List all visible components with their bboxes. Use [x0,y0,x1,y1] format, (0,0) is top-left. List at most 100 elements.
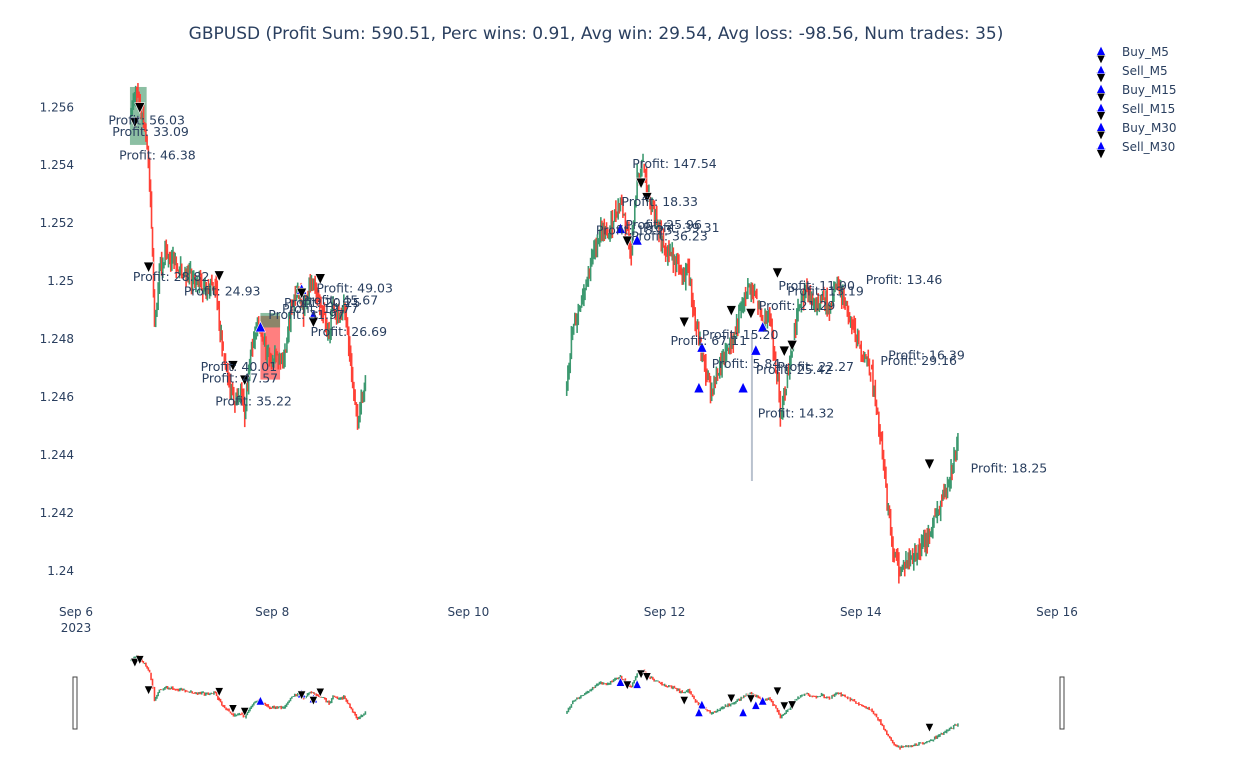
range-slider[interactable] [72,654,1065,750]
mini-sell-marker-11 [622,680,633,691]
profit-annotation-23: Profit: 14.32 [758,405,835,420]
buy-marker-6 [757,320,769,333]
range-slider-right-handle[interactable] [1059,676,1065,730]
legend-icon-5 [1095,148,1107,160]
mini-sell-marker-12 [679,696,689,706]
buy-marker-1 [631,233,643,246]
mini-buy-marker-3 [694,707,704,717]
legend-label-2: Buy_M15 [1122,83,1177,97]
legend-label-3: Sell_M15 [1122,102,1175,116]
legend-label-0: Buy_M5 [1122,45,1169,59]
sell-marker-9 [635,177,647,190]
profit-annotation-0: Profit: 56.03 [108,113,185,128]
sell-marker-13 [725,305,737,317]
sell-marker-18 [923,458,936,471]
profit-annotation-11: Profit: 45.67 [302,292,379,307]
buy-marker-4 [737,381,749,394]
profit-annotation-12: Profit: 49.03 [316,281,393,296]
trade-region-3 [750,333,753,482]
chart-title: GBPUSD (Profit Sum: 590.51, Perc wins: 0… [189,24,1004,44]
trade-region-2 [260,312,281,328]
legend-label-5: Sell_M30 [1122,140,1175,154]
legend-icon-1 [1095,72,1107,84]
y-tick-label-2: 1.244 [40,448,74,462]
profit-annotation-19: Profit: 36.23 [631,229,708,244]
y-tick-label-8: 1.256 [40,100,74,114]
profit-annotation-1: Profit: 33.09 [112,124,189,139]
legend-label-4: Buy_M30 [1122,121,1177,135]
x-tick-label-2: Sep 10 [448,605,490,619]
legend-label-1: Sell_M5 [1122,64,1168,78]
profit-annotation-21: Profit: 67.11 [670,333,747,348]
x-tick-label-4: Sep 14 [840,605,882,619]
legend-icon-b-3 [1096,102,1106,113]
legend-item-buy-m5[interactable]: Buy_M5 [1095,45,1169,65]
profit-annotation-28: Profit: 11.90 [778,278,855,293]
sell-marker-10 [641,192,653,204]
profit-annotation-22: Profit: 5.84 [712,356,781,371]
profit-annotation-14: Profit: 147.54 [632,156,717,171]
x-axis: Sep 6 2023 Sep 8 Sep 10 Sep 12 Sep 14 Sep 16 [59,605,1078,635]
sell-marker-11 [621,235,633,248]
y-tick-label-5: 1.25 [47,274,74,288]
sell-marker-0 [129,116,141,129]
legend-item-sell-m15[interactable]: Sell_M15 [1095,102,1175,122]
profit-annotation-18: Profit: 18.23 [596,223,673,238]
legend-icon-4 [1095,121,1107,133]
profit-annotation-20: Profit: 15.20 [702,327,779,342]
sell-marker-5 [239,374,251,387]
mini-sell-marker-1 [135,655,145,666]
profit-annotation-29: Profit: 13.46 [866,272,943,287]
legend-item-sell-m30[interactable]: Sell_M30 [1095,140,1175,160]
profit-annotation-10: Profit: 19.77 [282,301,359,316]
range-slider-left-handle[interactable] [72,676,78,730]
profit-annotation-13: Profit: 26.69 [310,324,387,339]
price-series [130,83,959,584]
sell-marker-17 [786,340,798,352]
y-tick-label-6: 1.252 [40,216,74,230]
legend-icon-2 [1095,83,1107,95]
sell-marker-7 [307,316,319,329]
mini-buy-marker-6 [757,695,768,706]
profit-annotation-27: Profit: 13.19 [787,284,864,299]
mini-sell-marker-10 [642,672,652,683]
legend-icon-b-0 [1096,54,1106,65]
mini-sell-marker-6 [296,690,307,701]
mini-sell-marker-5 [240,707,250,717]
mini-sell-marker-13 [726,693,737,704]
mini-sell-marker-16 [779,701,790,712]
legend-item-buy-m15[interactable]: Buy_M15 [1095,83,1177,103]
mini-sell-marker-3 [214,687,224,698]
profit-annotation-15: Profit: 18.33 [621,194,698,209]
mini-sell-marker-15 [772,686,783,697]
buy-marker-2 [696,341,708,353]
profit-annotation-26: Profit: 21.29 [759,298,836,313]
mini-sell-marker-17 [787,700,797,711]
mini-buy-marker-7 [255,695,266,706]
y-tick-label-0: 1.24 [47,564,74,578]
legend-icon-0 [1095,45,1107,57]
legend[interactable]: Buy_M5 Sell_M5 Buy_M15 Sell_M15 Buy_M30 Sell_… [1095,45,1177,160]
mini-sell-marker-8 [315,687,325,698]
y-axis: 1.24 1.242 1.244 1.246 1.248 1.25 1.252 1.254 1.… [40,100,74,578]
sell-marker-4 [227,360,239,372]
buy-marker-0 [614,222,627,234]
mini-buy-marker-2 [697,699,707,710]
legend-item-sell-m5[interactable]: Sell_M5 [1095,64,1168,84]
profit-annotation-9: Profit: 20.25 [284,295,361,310]
mini-buy-marker-0 [615,676,626,687]
mini-sell-marker-2 [143,685,154,696]
sell-marker-8 [314,273,326,285]
mini-sell-marker-18 [924,723,935,733]
legend-item-buy-m30[interactable]: Buy_M30 [1095,121,1177,141]
y-tick-label-7: 1.254 [40,158,74,172]
mini-sell-marker-7 [308,696,319,706]
mini-buy-marker-4 [738,707,748,717]
buy-marker-3 [693,381,705,394]
x-tick-label-1: Sep 8 [255,605,289,619]
sell-marker-15 [771,267,783,280]
profit-annotation-32: Profit: 18.25 [971,460,1048,475]
profit-annotation-4: Profit: 24.93 [184,284,261,299]
x-tick-label-0: Sep 6 2023 [59,605,93,635]
